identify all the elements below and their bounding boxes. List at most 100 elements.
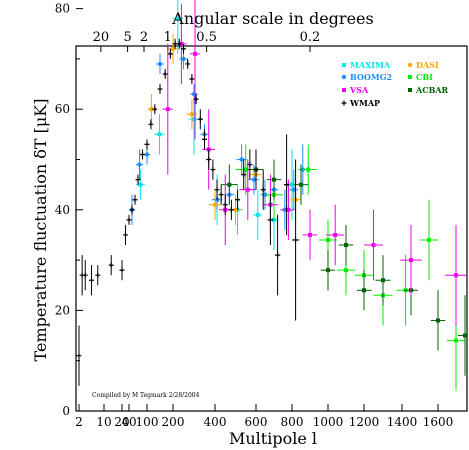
top-tick-label: 0.5 (196, 30, 217, 45)
data-point (181, 46, 186, 52)
data-point (235, 197, 241, 203)
data-point (362, 288, 366, 293)
chart-title: Angular scale in degrees (171, 9, 373, 28)
x-axis-label: Multipole l (229, 429, 317, 448)
data-point (197, 116, 203, 122)
data-point (454, 338, 458, 343)
data-point (260, 187, 266, 193)
data-point (189, 76, 195, 82)
data-point (135, 177, 141, 183)
legend-marker (341, 74, 347, 80)
data-point (167, 51, 173, 57)
x-tick-label: 100 (136, 415, 159, 429)
x-tick-label: 1400 (387, 415, 418, 429)
legend-marker (407, 62, 413, 68)
data-point (189, 112, 195, 117)
data-point (132, 197, 138, 203)
data-point (89, 277, 94, 283)
data-point (157, 61, 163, 67)
data-point (284, 182, 290, 188)
data-point (144, 141, 150, 147)
x-tick-label: 20 (114, 415, 129, 429)
data-point (108, 262, 114, 268)
data-point (290, 182, 294, 187)
series-acbar (221, 149, 467, 376)
y-tick-label: 0 (62, 404, 70, 418)
data-point (175, 16, 180, 21)
legend-label: DASI (416, 60, 439, 70)
legend-label: VSA (349, 85, 369, 95)
legend-marker (342, 63, 346, 67)
legend-label: ACBAR (415, 85, 449, 95)
data-point (123, 232, 128, 238)
legend-marker (341, 100, 347, 106)
x-tick-label: 10 (96, 415, 111, 429)
data-point (291, 187, 296, 192)
legend-label: CBI (416, 72, 433, 82)
data-point (381, 278, 385, 283)
data-point (228, 207, 234, 213)
top-tick-label: 1 (164, 30, 172, 45)
data-point (233, 207, 238, 212)
data-point (137, 162, 142, 167)
data-point (76, 353, 82, 359)
data-point (157, 132, 162, 137)
data-point (206, 157, 212, 162)
plot-frame (75, 45, 468, 412)
legend-label: MAXIMA (350, 60, 391, 70)
data-point (239, 157, 244, 162)
data-point (129, 207, 135, 213)
data-point (344, 268, 348, 273)
data-point (193, 96, 199, 102)
data-point (454, 273, 458, 278)
x-tick-label: 40 (121, 415, 136, 429)
data-point (436, 318, 440, 323)
x-tick-label: 2 (75, 415, 83, 429)
data-point (306, 167, 311, 172)
credit-note: Compiled by M Tegmark 2/28/2004 (92, 392, 200, 399)
data-point (138, 182, 143, 187)
data-point (157, 86, 163, 92)
data-point (95, 272, 101, 278)
data-point (148, 121, 154, 127)
data-point (176, 41, 182, 47)
data-point (152, 106, 158, 112)
data-point (193, 51, 198, 56)
y-tick-label: 20 (55, 303, 70, 317)
x-tick-label: 400 (204, 415, 227, 429)
data-point (286, 207, 291, 212)
data-point (192, 117, 196, 122)
data-point (427, 237, 431, 242)
data-point (409, 258, 413, 263)
data-point (185, 61, 191, 67)
y-axis-label: Temperature fluctuation δT [μK] (31, 99, 50, 362)
data-point (308, 232, 312, 237)
data-point (267, 217, 273, 223)
y-tick-label: 80 (55, 2, 70, 16)
data-point (214, 187, 220, 193)
data-point (243, 167, 248, 172)
data-point (218, 192, 224, 198)
x-tick-label: 600 (245, 415, 268, 429)
data-point (222, 202, 228, 208)
x-tick-label: 1200 (349, 415, 380, 429)
top-tick-label: 2 (140, 30, 148, 45)
x-tick-label: 200 (162, 415, 185, 429)
data-point (299, 182, 303, 187)
data-point (212, 202, 218, 207)
data-point (275, 252, 281, 258)
y-tick-label: 60 (55, 102, 70, 116)
x-tick-label: 800 (281, 415, 304, 429)
data-point (170, 46, 176, 52)
legend-label: WMAP (349, 98, 380, 108)
data-point (255, 212, 260, 217)
data-point (293, 237, 299, 243)
data-point (126, 217, 132, 223)
data-point (251, 177, 257, 182)
top-tick-label: 5 (123, 30, 131, 45)
data-point (247, 162, 253, 168)
data-point (149, 107, 154, 112)
data-point (210, 167, 216, 173)
